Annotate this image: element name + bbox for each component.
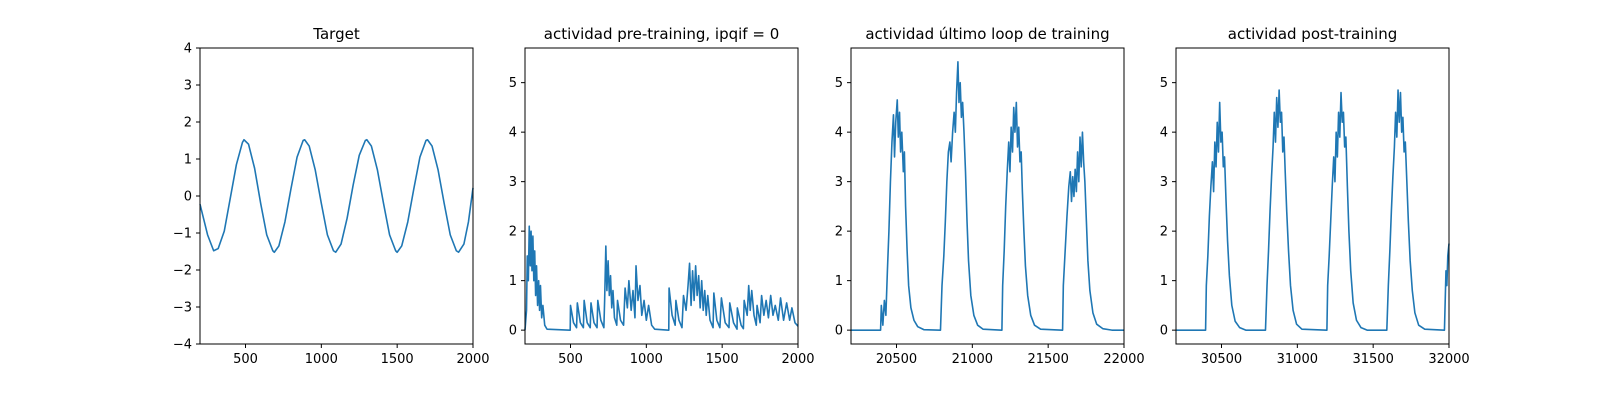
x-tick-label: 1500 [381, 352, 414, 367]
x-tick-label: 1000 [305, 352, 338, 367]
chart-title: actividad último loop de training [865, 25, 1109, 43]
y-tick-label: −1 [173, 227, 192, 242]
y-tick-label: 3 [184, 79, 192, 94]
series-line-4-1 [1176, 89, 1450, 331]
series-line-1-1 [199, 138, 474, 254]
chart-panel-1: 500 1000 1500 2000 −4 −3 −2 −1 0 1 2 3 4 Target [173, 25, 490, 367]
x-tick-label: 31500 [1352, 352, 1393, 367]
x-tick-label: 21000 [952, 352, 993, 367]
x-tick-label: 1500 [706, 352, 739, 367]
plot-frame [524, 47, 799, 345]
chart-panel-2: 500 1000 1500 2000 0 1 2 3 4 5 actividad pre-train… [509, 25, 815, 367]
y-tick-label: 0 [509, 324, 517, 339]
y-tick-label: −2 [173, 264, 192, 279]
chart-panel-4: 30500 31000 31500 32000 0 1 2 3 4 5 actividad post… [1160, 25, 1470, 367]
chart-title: actividad pre-training, ipqif = 0 [544, 25, 780, 43]
y-tick-label: 2 [835, 225, 843, 240]
y-tick-label: 1 [509, 274, 517, 289]
x-tick-label: 1000 [630, 352, 663, 367]
x-tick-label: 21500 [1027, 352, 1068, 367]
y-tick-label: 0 [1160, 324, 1168, 339]
y-tick-label: 3 [835, 175, 843, 190]
x-tick-label: 32000 [1428, 352, 1469, 367]
x-tick-label: 31000 [1277, 352, 1318, 367]
plot-frame [199, 47, 474, 345]
y-tick-label: 1 [835, 274, 843, 289]
plot-frame [850, 47, 1125, 345]
plot-frame [1175, 47, 1450, 345]
series-line-3-1 [851, 61, 1124, 331]
y-tick-label: 3 [509, 175, 517, 190]
y-tick-label: 4 [509, 126, 517, 141]
y-tick-label: 4 [1160, 126, 1168, 141]
y-tick-label: 4 [184, 42, 192, 57]
y-tick-label: 5 [835, 76, 843, 91]
y-tick-label: 0 [184, 190, 192, 205]
y-tick-label: 0 [835, 324, 843, 339]
y-tick-label: 1 [184, 153, 192, 168]
y-tick-label: 2 [184, 116, 192, 131]
x-tick-label: 22000 [1103, 352, 1144, 367]
x-tick-label: 500 [558, 352, 583, 367]
y-tick-label: −4 [173, 338, 192, 353]
y-tick-label: 3 [1160, 175, 1168, 190]
y-tick-label: 5 [509, 76, 517, 91]
chart-title: Target [312, 25, 360, 43]
chart-panel-3: 20500 21000 21500 22000 0 1 2 3 4 5 actividad últi… [835, 25, 1145, 367]
series-line-2-1 [524, 225, 799, 331]
chart-title: actividad post-training [1228, 25, 1397, 43]
y-tick-label: 4 [835, 126, 843, 141]
y-tick-label: 2 [509, 225, 517, 240]
x-tick-label: 2000 [456, 352, 489, 367]
y-tick-label: 2 [1160, 225, 1168, 240]
x-tick-label: 30500 [1201, 352, 1242, 367]
x-tick-label: 2000 [781, 352, 814, 367]
y-tick-label: −3 [173, 301, 192, 316]
x-tick-label: 20500 [876, 352, 917, 367]
y-tick-label: 5 [1160, 76, 1168, 91]
x-tick-label: 500 [233, 352, 258, 367]
y-tick-label: 1 [1160, 274, 1168, 289]
